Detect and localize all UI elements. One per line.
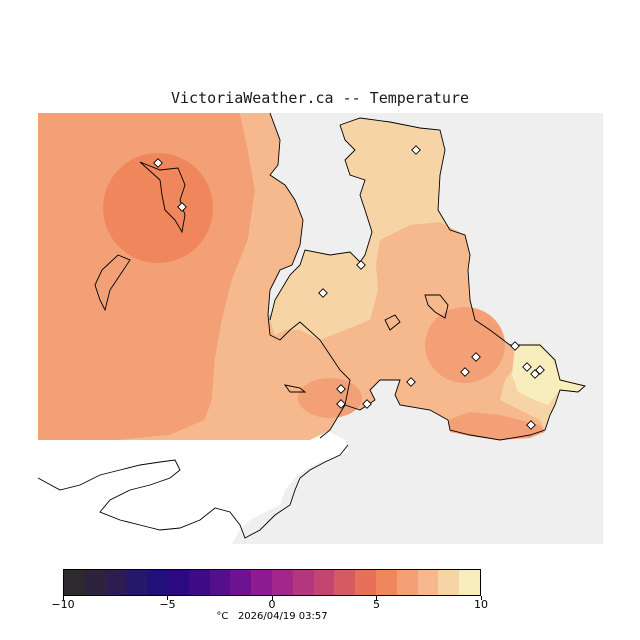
colorbar-swatch [188,570,210,595]
colorbar-swatch [313,570,335,595]
colorbar-swatch [84,570,106,595]
colorbar-swatch [105,570,127,595]
colorbar-tick-mark [480,596,482,600]
temp-blob-east [425,307,505,383]
station-marker [362,399,372,409]
temp-blob-west [103,153,213,263]
temp-blob-south [298,378,362,418]
colorbar-tick-label: −5 [159,598,176,611]
coast-west-island [267,112,351,439]
colorbar-swatch [355,570,376,595]
colorbar-swatch [167,570,189,595]
colorbar-swatch [334,570,356,595]
colorbar-swatch [209,570,231,595]
colorbar-swatch [126,570,148,595]
station-marker [356,260,366,270]
stations[interactable] [153,145,545,430]
station-marker [336,399,346,409]
coast-west-island-2 [94,254,131,312]
colorbar-tick-mark [376,596,377,600]
colorbar-tick-mark [271,596,273,600]
colorbar-swatch [375,570,397,595]
coast-small-island-2 [384,314,401,331]
colorbar-swatch [396,570,418,595]
unit-label: °C [216,611,229,622]
station-marker [153,158,163,168]
colorbar-tick-label: 10 [474,598,488,611]
coast-small-island-3 [283,384,307,393]
station-marker [522,362,532,372]
temp-band-southeast [448,412,545,440]
temperature-field [38,113,585,440]
timestamp-label: 2026/04/19 03:57 [237,611,328,622]
colorbar-tick-label: −10 [51,598,75,611]
coast-west-island-1 [139,161,186,234]
colorbar-tick-label: 0 [268,598,276,611]
station-marker [318,288,328,298]
colorbar-tick-mark [62,596,64,600]
colorbar-tick-mark [167,596,168,600]
colorbar-swatch [64,570,85,595]
temperature-colorbar [63,569,481,596]
coast-south-land [37,444,349,539]
station-marker [471,352,481,362]
station-marker [336,384,346,394]
station-marker [411,145,421,155]
station-marker [177,202,187,212]
station-marker [406,377,416,387]
colorbar-caption: °C 2026/04/19 03:57 [0,611,544,622]
colorbar-swatch [251,570,272,595]
temp-band-east-tip [512,342,585,405]
station-marker [460,367,470,377]
map-title: VictoriaWeather.ca -- Temperature [170,89,469,107]
temp-band-west-east [38,113,350,440]
colorbar-swatch [417,570,439,595]
colorbar-swatch [271,570,293,595]
coastlines [37,112,586,539]
coast-small-island-1 [424,294,449,319]
colorbar-swatch [438,570,460,595]
colorbar-tick-label: 5 [373,598,380,611]
station-marker [510,341,520,351]
colorbar-swatch [230,570,252,595]
colorbar-swatch [292,570,314,595]
colorbar-swatch [147,570,168,595]
coast-inlet [269,124,373,321]
land-no-data [38,432,348,544]
coast-saanich [339,117,586,441]
colorbar-swatch [459,570,480,595]
station-marker [535,365,545,375]
station-marker [526,420,536,430]
